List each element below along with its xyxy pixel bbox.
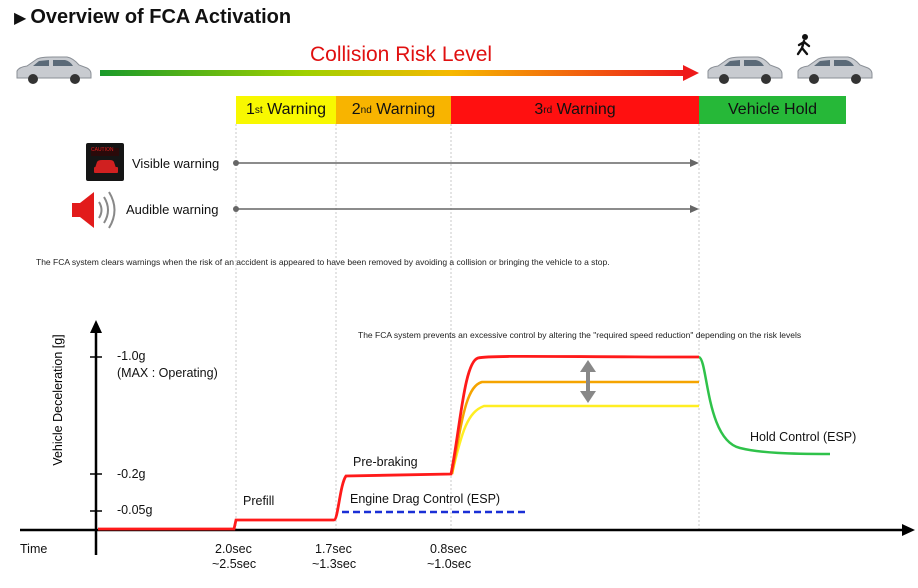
triangle-bullet-icon: ▶ — [14, 10, 27, 27]
y-tick-label: -0.2g — [117, 467, 146, 481]
y-tick-label: -1.0g — [117, 349, 146, 363]
car-icon — [707, 56, 783, 84]
stage-guide-lines — [235, 124, 700, 530]
car-icon — [797, 56, 873, 84]
prefill-label: Prefill — [243, 494, 275, 508]
hold-control-label: Hold Control (ESP) — [750, 430, 857, 444]
stage-vehicle-hold: Vehicle Hold — [699, 96, 846, 124]
page-title: ▶ Overview of FCA Activation — [14, 6, 292, 28]
hold-control-curve — [698, 355, 831, 456]
car-icon — [16, 56, 92, 84]
clears-warning-note: The FCA system clears warnings when the … — [36, 257, 610, 267]
visible-warning-timeline — [233, 159, 699, 167]
time-tick-label: 0.8sec ~1.0sec — [427, 542, 472, 571]
visible-warning-label: Visible warning — [132, 156, 220, 171]
pedestrian-icon — [796, 34, 811, 56]
caution-display-icon — [86, 143, 124, 181]
deceleration-curve-mid — [450, 380, 699, 475]
speaker-icon — [72, 191, 116, 229]
deceleration-curve-main — [98, 354, 700, 531]
y-tick-label: -0.05g — [117, 503, 153, 517]
audible-warning-timeline — [233, 205, 699, 213]
adjustment-double-arrow-icon — [580, 360, 596, 403]
risk-level-arrow — [100, 65, 699, 81]
time-tick-label: 1.7sec ~1.3sec — [312, 542, 357, 571]
x-axis-label: Time — [20, 542, 48, 556]
audible-warning-label: Audible warning — [126, 202, 219, 217]
prebraking-label: Pre-braking — [353, 455, 418, 469]
time-tick-label: 2.0sec ~2.5sec — [212, 542, 257, 571]
deceleration-curve-low — [450, 404, 699, 475]
prevents-control-note: The FCA system prevents an excessive con… — [358, 330, 802, 340]
risk-level-label: Collision Risk Level — [310, 43, 493, 66]
max-operating-note: (MAX : Operating) — [117, 366, 218, 380]
engine-drag-label: Engine Drag Control (ESP) — [350, 492, 501, 506]
caution-icon-text: CAUTION — [91, 147, 114, 153]
